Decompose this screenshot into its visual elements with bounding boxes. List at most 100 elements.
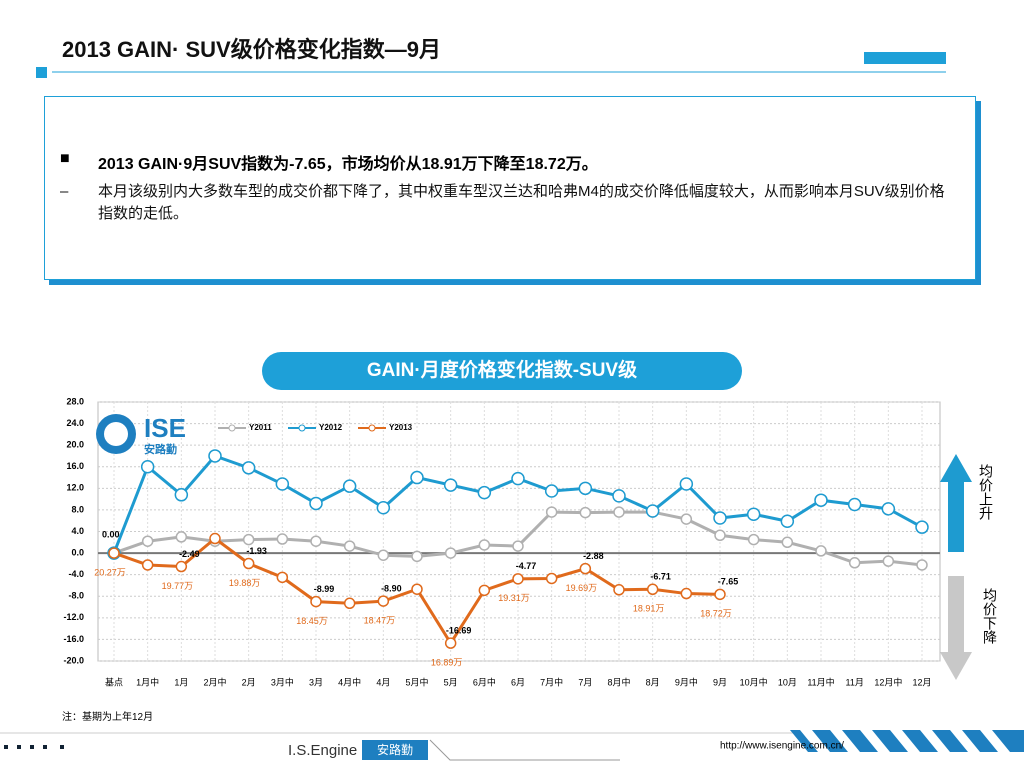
x-tick-label: 3月 — [309, 677, 323, 687]
price-label: 18.72万 — [700, 609, 732, 619]
x-tick-label: 9月中 — [675, 676, 698, 687]
footer-brand-cn: 安路勤 — [377, 742, 413, 757]
point — [579, 562, 592, 575]
point — [377, 549, 390, 561]
x-tick-label: 3月中 — [271, 676, 294, 687]
legend-marker — [368, 424, 376, 432]
point — [579, 506, 592, 519]
y-tick-label: 28.0 — [66, 396, 84, 406]
point — [108, 547, 120, 559]
value-label: 0.00 — [102, 529, 120, 539]
point — [714, 588, 726, 601]
point — [174, 488, 189, 502]
point — [310, 595, 322, 608]
x-tick-label: 5月中 — [405, 676, 428, 687]
point — [477, 485, 492, 500]
point — [242, 533, 255, 546]
legend-marker — [298, 424, 306, 432]
point — [714, 529, 726, 542]
x-tick-label: 4月 — [376, 677, 390, 687]
point — [881, 502, 896, 516]
point — [444, 637, 457, 649]
point — [343, 540, 356, 552]
point — [814, 493, 828, 507]
x-tick-label: 1月 — [174, 677, 188, 687]
point — [208, 449, 222, 463]
bullet-text: 2013 GAIN·9月SUV指数为-7.65，市场均价从18.91万下降至18… — [98, 156, 598, 173]
x-tick-label: 12月 — [912, 677, 931, 687]
point — [680, 587, 693, 600]
y-tick-label: 8.0 — [71, 504, 84, 514]
x-tick-label: 11月 — [845, 677, 863, 687]
legend-label: Y2013 — [389, 423, 413, 432]
price-label: 19.31万 — [498, 593, 530, 603]
point — [746, 507, 761, 521]
price-label: 18.91万 — [633, 604, 665, 614]
x-tick-label: 基点 — [105, 676, 123, 687]
x-tick-label: 2月中 — [203, 676, 226, 687]
point — [545, 506, 558, 518]
x-tick-label: 2月 — [242, 677, 256, 687]
point — [241, 461, 256, 475]
point — [276, 571, 289, 584]
title-bar — [864, 52, 946, 64]
value-label: -1.93 — [246, 546, 267, 556]
point — [847, 497, 862, 512]
value-label: -16.69 — [446, 626, 472, 636]
point — [478, 539, 491, 551]
title-square — [36, 67, 47, 78]
price-label: 18.45万 — [296, 616, 328, 626]
value-label: -8.90 — [381, 583, 402, 593]
point — [915, 520, 929, 534]
point — [377, 595, 390, 607]
y-tick-label: -4.0 — [68, 569, 84, 579]
value-label: -2.88 — [583, 551, 604, 561]
point — [544, 484, 559, 498]
price-label: 20.27万 — [94, 567, 126, 577]
footer-url: http://www.isengine.com.cn/ — [720, 741, 844, 752]
point — [848, 557, 861, 569]
x-tick-label: 12月中 — [874, 676, 902, 687]
legend-marker — [228, 424, 236, 432]
point — [512, 573, 524, 585]
point — [411, 583, 423, 595]
x-tick-label: 10月 — [778, 677, 797, 687]
legend-label: Y2011 — [249, 423, 272, 432]
bullet: ■ 2013 GAIN·9月SUV指数为-7.65，市场均价从18.91万下降至1… — [60, 150, 598, 173]
point — [780, 514, 795, 528]
up-label: 均价上升 — [978, 464, 994, 520]
y-tick-label: 12.0 — [66, 483, 84, 493]
point — [175, 560, 188, 573]
value-label: -6.71 — [650, 572, 671, 582]
x-tick-label: 7月 — [578, 677, 592, 687]
point — [613, 584, 625, 596]
point — [545, 572, 558, 585]
point — [578, 481, 593, 496]
point — [478, 584, 491, 597]
title: 2013 GAIN· SUV级价格变化指数—9月 — [62, 37, 441, 62]
price-label: 19.88万 — [229, 578, 261, 588]
down-label: 均价下降 — [982, 588, 998, 644]
x-tick-label: 6月中 — [473, 676, 496, 687]
point — [141, 535, 154, 547]
x-tick-label: 8月 — [646, 677, 660, 687]
x-tick-label: 4月中 — [338, 676, 361, 687]
point — [141, 559, 154, 571]
point — [309, 496, 323, 511]
chart-title: GAIN·月度价格变化指数-SUV级 — [262, 352, 742, 390]
point — [242, 557, 255, 570]
point — [916, 559, 928, 571]
y-tick-label: -8.0 — [68, 591, 84, 601]
value-label: -4.77 — [516, 561, 537, 571]
price-label: 16.89万 — [431, 658, 463, 668]
point — [747, 533, 760, 546]
point — [175, 531, 188, 543]
point — [343, 597, 356, 610]
point — [680, 513, 693, 525]
point — [275, 477, 290, 491]
x-tick-label: 7月中 — [540, 676, 563, 687]
price-label: 19.69万 — [566, 583, 598, 593]
point — [444, 547, 457, 559]
